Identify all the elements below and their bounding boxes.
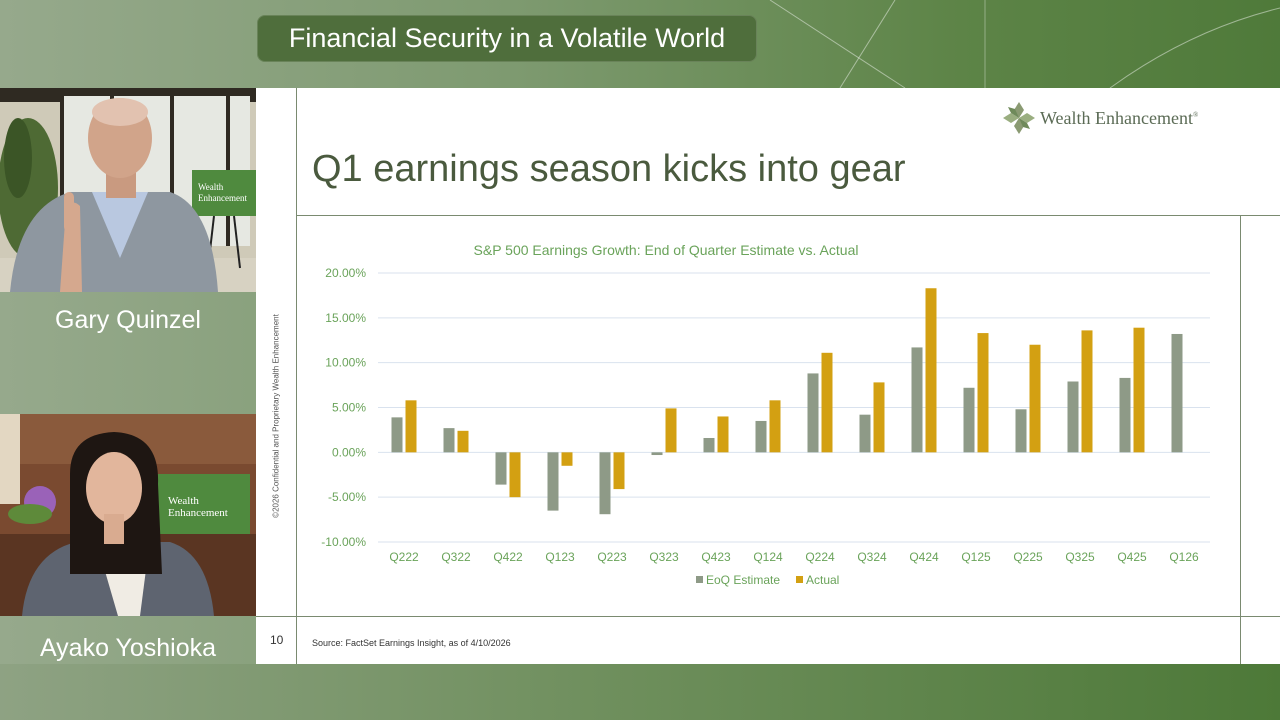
bar-estimate xyxy=(651,452,663,456)
bar-actual xyxy=(769,400,781,453)
x-tick-label: Q123 xyxy=(545,550,575,564)
speaker-2-scene: Wealth Enhancement xyxy=(0,414,256,616)
speaker-name-1: Gary Quinzel xyxy=(55,306,201,334)
logo-text: Wealth Enhancement® xyxy=(1040,108,1199,128)
logo-leaf-icon xyxy=(1003,102,1035,134)
bar-estimate xyxy=(443,428,455,453)
bar-actual xyxy=(665,408,677,453)
x-tick-label: Q126 xyxy=(1169,550,1199,564)
x-tick-label: Q225 xyxy=(1013,550,1043,564)
bar-estimate xyxy=(911,347,923,453)
bar-actual xyxy=(1029,344,1041,453)
y-tick-label: 5.00% xyxy=(332,401,366,415)
x-tick-label: Q424 xyxy=(909,550,939,564)
bar-actual xyxy=(717,416,729,453)
x-tick-label: Q125 xyxy=(961,550,991,564)
bar-actual xyxy=(457,430,469,453)
chart-title: S&P 500 Earnings Growth: End of Quarter … xyxy=(474,242,859,258)
sign-text-2: Enhancement xyxy=(198,193,247,203)
sign-text-2b: Enhancement xyxy=(168,507,228,519)
bar-estimate xyxy=(859,414,871,453)
slide-divider-bottom xyxy=(256,616,1280,617)
sign-text-1b: Wealth xyxy=(168,495,199,507)
y-tick-label: 0.00% xyxy=(332,445,366,459)
page-number: 10 xyxy=(270,633,284,647)
slide-divider-top xyxy=(296,215,1280,216)
bar-actual xyxy=(977,333,989,453)
bar-actual xyxy=(873,382,885,453)
legend-label: Actual xyxy=(806,573,839,587)
x-tick-label: Q223 xyxy=(597,550,627,564)
x-tick-label: Q422 xyxy=(493,550,523,564)
speaker-video-gary: Wealth Enhancement xyxy=(0,88,256,292)
speaker-video-ayako: Wealth Enhancement xyxy=(0,414,256,616)
earnings-growth-chart: S&P 500 Earnings Growth: End of Quarter … xyxy=(321,242,1210,587)
bar-estimate xyxy=(1067,381,1079,453)
presentation-slide: Wealth Enhancement® Q1 earnings season k… xyxy=(256,88,1280,664)
x-tick-label: Q325 xyxy=(1065,550,1095,564)
bar-estimate xyxy=(755,420,767,453)
y-tick-label: -5.00% xyxy=(328,490,366,504)
x-tick-label: Q423 xyxy=(701,550,731,564)
bar-actual xyxy=(561,452,573,466)
bar-estimate xyxy=(807,373,819,453)
speaker-1-scene: Wealth Enhancement xyxy=(0,88,256,292)
sign-text-1: Wealth xyxy=(198,182,224,192)
bar-estimate xyxy=(599,452,611,515)
bar-estimate xyxy=(391,417,403,453)
event-title-banner: Financial Security in a Volatile World xyxy=(257,15,757,62)
bar-actual xyxy=(509,452,521,498)
slide-title: Q1 earnings season kicks into gear xyxy=(312,148,906,190)
slide-divider-right xyxy=(1240,216,1241,664)
bar-actual xyxy=(405,400,417,453)
y-tick-label: -10.00% xyxy=(321,535,366,549)
bar-estimate xyxy=(495,452,507,485)
x-tick-label: Q323 xyxy=(649,550,679,564)
bar-estimate xyxy=(547,452,559,511)
x-tick-label: Q224 xyxy=(805,550,835,564)
bar-estimate xyxy=(1015,409,1027,453)
bar-estimate xyxy=(1171,333,1183,453)
y-tick-label: 20.00% xyxy=(325,266,366,280)
x-tick-label: Q222 xyxy=(389,550,419,564)
y-tick-label: 10.00% xyxy=(325,356,366,370)
slide-divider-left xyxy=(296,88,297,664)
speaker-name-2: Ayako Yoshioka xyxy=(39,634,217,662)
legend-swatch xyxy=(696,576,703,583)
x-tick-label: Q322 xyxy=(441,550,471,564)
bar-actual xyxy=(1081,330,1093,453)
company-logo: Wealth Enhancement® xyxy=(1002,100,1242,136)
x-tick-label: Q124 xyxy=(753,550,783,564)
bar-estimate xyxy=(1119,377,1131,453)
bar-estimate xyxy=(703,437,715,453)
x-tick-label: Q324 xyxy=(857,550,887,564)
bar-actual xyxy=(925,288,937,453)
bar-estimate xyxy=(963,387,975,453)
bar-actual xyxy=(821,352,833,453)
source-note: Source: FactSet Earnings Insight, as of … xyxy=(312,638,511,648)
bar-actual xyxy=(613,452,625,490)
bottom-band xyxy=(0,664,1280,720)
x-tick-label: Q425 xyxy=(1117,550,1147,564)
y-tick-label: 15.00% xyxy=(325,311,366,325)
legend-swatch xyxy=(796,576,803,583)
legend-label: EoQ Estimate xyxy=(706,573,780,587)
bar-actual xyxy=(1133,327,1145,453)
